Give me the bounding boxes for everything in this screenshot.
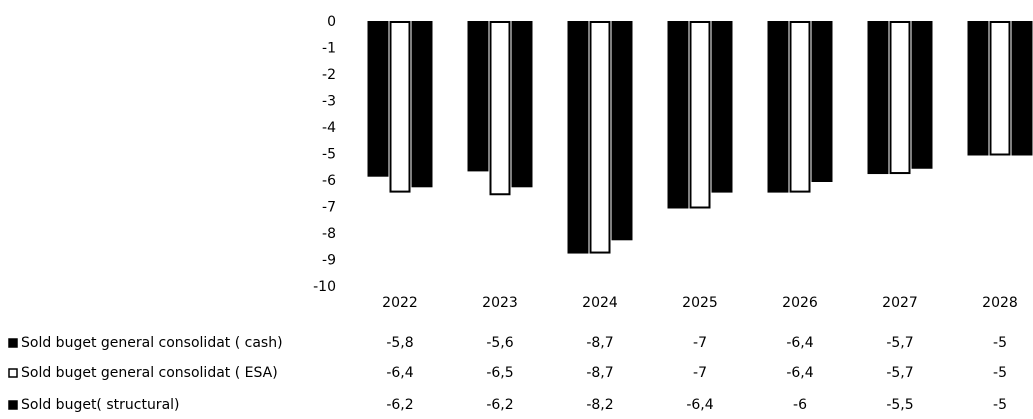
bar <box>889 21 911 175</box>
y-tick-label: -10 <box>313 279 336 295</box>
y-tick-label: 0 <box>327 14 336 30</box>
table-value: -7 <box>693 335 707 351</box>
y-tick-label: -8 <box>322 226 336 242</box>
table-value: -6,2 <box>386 397 413 413</box>
y-tick-label: -6 <box>322 173 336 189</box>
bar <box>667 21 689 209</box>
table-value: -6,4 <box>786 365 813 381</box>
legend-swatch <box>8 338 18 348</box>
table-value: -6,2 <box>486 397 513 413</box>
table-value: -5,7 <box>886 365 913 381</box>
table-value: -6,4 <box>786 335 813 351</box>
x-tick-label: 2027 <box>882 295 918 311</box>
bar <box>867 21 889 175</box>
x-tick-label: 2024 <box>582 295 618 311</box>
table-value: -5 <box>993 397 1007 413</box>
table-value: -8,2 <box>586 397 613 413</box>
y-tick-label: -9 <box>322 253 336 269</box>
bar <box>367 21 389 177</box>
y-tick-label: -5 <box>322 147 336 163</box>
x-tick-label: 2028 <box>982 295 1018 311</box>
bar <box>589 21 611 254</box>
x-tick-label: 2025 <box>682 295 718 311</box>
bar <box>789 21 811 193</box>
bar <box>1011 21 1033 156</box>
table-value: -6,4 <box>686 397 713 413</box>
table-value: -5,7 <box>886 335 913 351</box>
table-value: -8,7 <box>586 335 613 351</box>
table-value: -5 <box>993 335 1007 351</box>
table-value: -5,8 <box>386 335 413 351</box>
bar <box>689 21 711 209</box>
y-tick-label: -3 <box>322 94 336 110</box>
table-value: -6 <box>793 397 807 413</box>
x-tick-label: 2022 <box>382 295 418 311</box>
bar <box>767 21 789 193</box>
x-tick-label: 2023 <box>482 295 518 311</box>
table-value: -7 <box>693 365 707 381</box>
bar <box>511 21 533 188</box>
y-tick-label: -4 <box>322 120 336 136</box>
legend-label: Sold buget general consolidat ( cash) <box>21 335 283 351</box>
bar <box>567 21 589 254</box>
legend-label: Sold buget( structural) <box>21 397 180 413</box>
legend-swatch <box>8 400 18 410</box>
table-value: -5 <box>993 365 1007 381</box>
y-tick-label: -1 <box>322 41 336 57</box>
bar <box>489 21 511 196</box>
table-value: -5,6 <box>486 335 513 351</box>
table-value: -6,5 <box>486 365 513 381</box>
bar <box>467 21 489 172</box>
x-tick-label: 2026 <box>782 295 818 311</box>
legend-label: Sold buget general consolidat ( ESA) <box>21 365 278 381</box>
table-value: -8,7 <box>586 365 613 381</box>
table-value: -5,5 <box>886 397 913 413</box>
bar <box>811 21 833 182</box>
y-tick-label: -2 <box>322 67 336 83</box>
table-value: -6,4 <box>386 365 413 381</box>
bar <box>389 21 411 193</box>
bar <box>611 21 633 241</box>
legend-swatch <box>8 368 18 378</box>
bar <box>411 21 433 188</box>
bar <box>967 21 989 156</box>
bar <box>711 21 733 193</box>
y-tick-label: -7 <box>322 200 336 216</box>
bar <box>911 21 933 169</box>
bar <box>989 21 1011 156</box>
